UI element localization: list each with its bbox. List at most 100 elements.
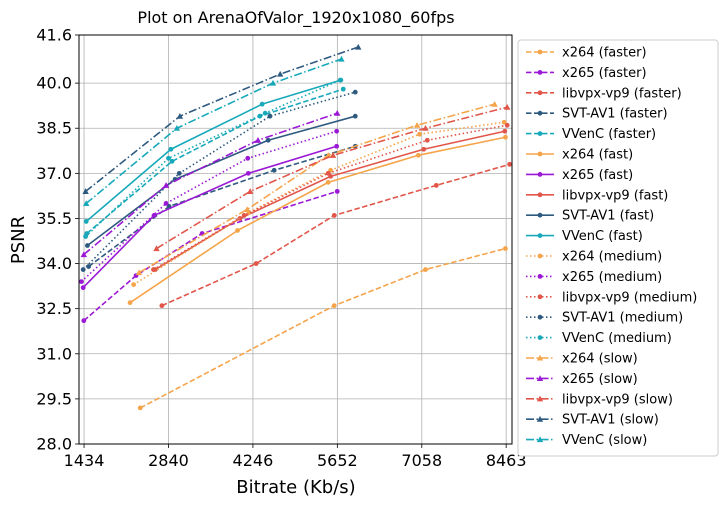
series-line (85, 79, 342, 223)
series-line (83, 112, 338, 256)
data-point (421, 146, 427, 152)
legend-label: VVenC (slow) (562, 433, 647, 448)
legend-label: VVenC (faster) (562, 127, 656, 142)
axes-ticks: 1434 2840 4246 5652 7058 8463 28.0 29.5 31.0 32.5… (36, 26, 526, 471)
legend-marker (536, 416, 544, 422)
data-point (259, 101, 265, 107)
legend-marker (537, 335, 543, 340)
legend-marker (537, 253, 543, 259)
data-point (502, 134, 508, 140)
data-point (137, 405, 143, 411)
legend-label: x264 (fast) (562, 148, 633, 163)
data-point (80, 285, 86, 291)
data-point (173, 125, 181, 131)
data-point (352, 89, 358, 95)
data-point (507, 161, 512, 167)
data-point (413, 122, 421, 128)
legend-marker (537, 274, 543, 279)
legend-label: libvpx-vp9 (fast) (562, 188, 668, 203)
chart-title: Plot on ArenaOfValor_1920x1080_60fps (137, 8, 454, 28)
data-point (176, 170, 182, 176)
series-line (85, 58, 342, 205)
legend-entry: x264 (medium) (526, 250, 662, 265)
legend-entry: x264 (fast) (526, 148, 633, 163)
data-point (135, 269, 143, 276)
legend-marker (537, 192, 543, 198)
legend-label: x265 (faster) (562, 66, 647, 81)
series-10 (131, 119, 507, 288)
legend-marker (537, 70, 543, 75)
data-point (262, 110, 268, 116)
y-tick-label: 31.0 (36, 344, 72, 363)
legend-label: x264 (medium) (562, 250, 662, 265)
legend-entry: SVT-AV1 (slow) (526, 413, 659, 428)
data-point (502, 128, 508, 134)
series-15 (135, 100, 498, 276)
y-tick-label: 29.5 (36, 389, 72, 408)
legend-entry: libvpx-vp9 (faster) (526, 86, 682, 101)
legend-entry: SVT-AV1 (medium) (526, 311, 683, 326)
y-tick-label: 37.0 (36, 164, 72, 183)
data-point (265, 137, 271, 143)
x-tick-label: 2840 (148, 451, 189, 470)
series-9 (83, 77, 344, 224)
legend-marker (537, 212, 543, 218)
legend-label: x265 (fast) (562, 168, 633, 183)
legend-entry: SVT-AV1 (faster) (526, 107, 668, 122)
data-point (82, 188, 89, 194)
y-tick-label: 35.5 (36, 209, 72, 228)
data-point (334, 128, 340, 134)
data-point (424, 137, 430, 143)
legend-label: VVenC (medium) (562, 331, 672, 346)
legend-label: x264 (slow) (562, 352, 638, 367)
data-point (86, 264, 92, 269)
x-tick-label: 7058 (401, 451, 442, 470)
legend-entry: VVenC (fast) (526, 229, 643, 244)
legend-entry: x265 (medium) (526, 270, 662, 285)
data-point (235, 228, 240, 233)
data-point (337, 77, 343, 83)
legend-marker (536, 436, 544, 443)
data-point (325, 152, 332, 158)
data-point (491, 100, 498, 107)
y-tick-label: 38.5 (36, 119, 72, 138)
series-line (82, 145, 337, 289)
series-line (83, 190, 338, 322)
data-point (415, 152, 421, 158)
data-point (504, 122, 510, 128)
legend-entry: libvpx-vp9 (slow) (526, 392, 673, 407)
data-point (267, 113, 273, 119)
legend-entry: x264 (faster) (526, 46, 647, 61)
data-point (325, 179, 331, 185)
legend-marker (537, 131, 543, 137)
legend-entry: SVT-AV1 (fast) (526, 209, 654, 224)
data-point (151, 267, 156, 272)
series-2 (159, 161, 512, 309)
data-point (352, 113, 358, 119)
data-point (276, 70, 284, 77)
y-tick-label: 28.0 (36, 435, 72, 454)
data-point (80, 267, 86, 272)
data-point (423, 267, 428, 272)
plot-frame (78, 34, 513, 445)
data-point (79, 279, 84, 285)
series-line (86, 115, 356, 247)
data-point (163, 201, 169, 206)
data-point (331, 303, 337, 309)
series-1 (81, 188, 340, 324)
data-point (245, 155, 251, 161)
legend-entry: libvpx-vp9 (medium) (526, 290, 697, 305)
data-point (334, 143, 340, 149)
legend-entry: VVenC (medium) (526, 331, 672, 346)
y-axis-label: PSNR (8, 216, 29, 264)
legend-entry: x265 (faster) (526, 66, 647, 81)
series-line (133, 121, 505, 286)
legend-marker (537, 314, 543, 320)
legend-entry: libvpx-vp9 (fast) (526, 188, 668, 203)
data-point (81, 318, 87, 324)
data-point (80, 251, 88, 258)
legend-marker (537, 233, 543, 239)
series-line (154, 130, 505, 271)
series-layer (79, 43, 512, 411)
